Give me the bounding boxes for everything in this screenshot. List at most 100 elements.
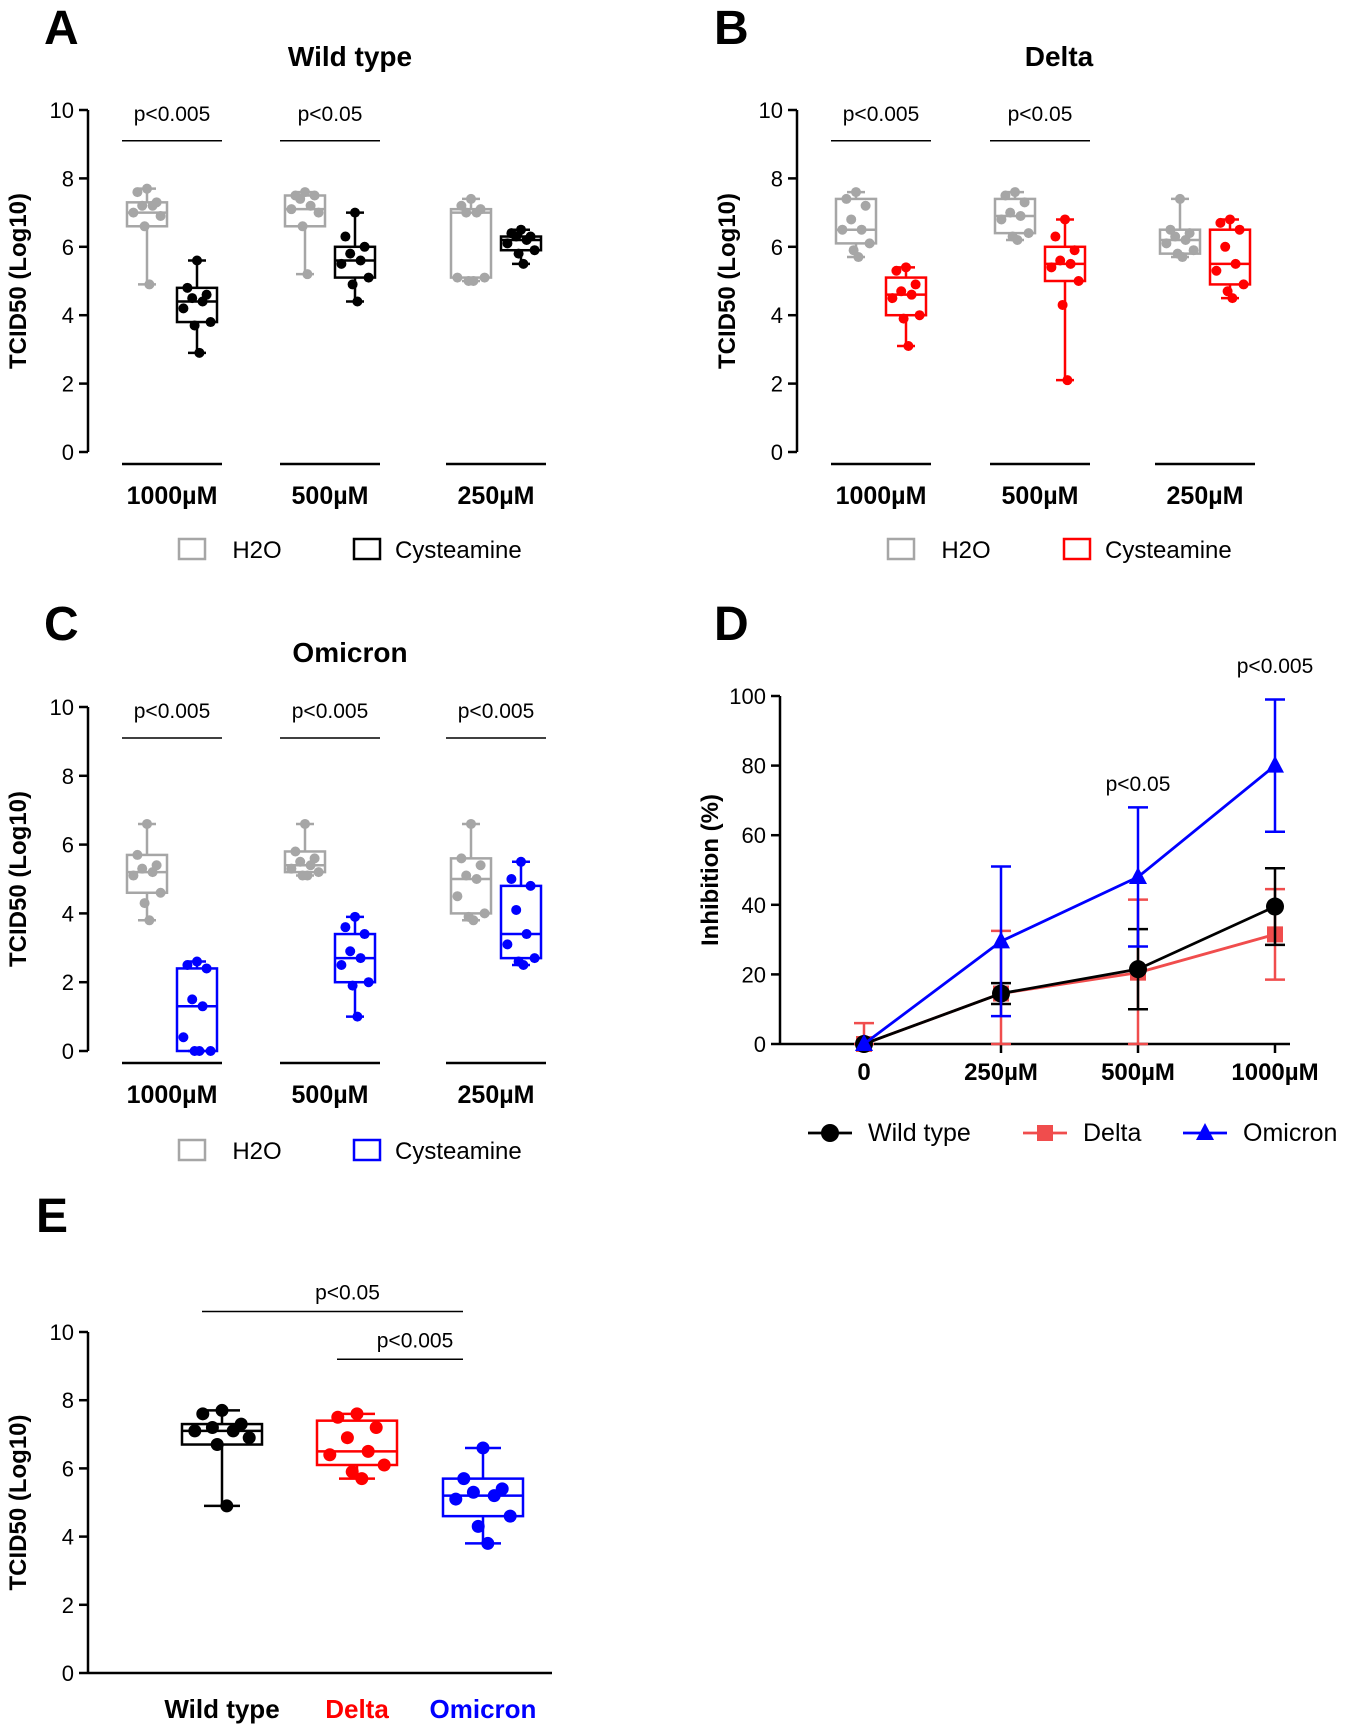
panel-e-y-tick-label: 8 (62, 1388, 74, 1413)
panel-b-x-tick-label: 500µM (1002, 482, 1079, 510)
panel-e-data-point (220, 1499, 234, 1513)
panel-a-data-point (521, 234, 532, 245)
panel-b-data-point (1010, 187, 1020, 198)
panel-d-x-tick-label: 1000µM (1231, 1059, 1318, 1086)
panel-d-y-tick-label: 20 (742, 962, 766, 987)
panel-b: B Delta 0 2 4 6 8 10 TCID50 (Log10) 1000µM 500µM 25… (714, 2, 1255, 564)
panel-e-data-point (471, 1519, 485, 1533)
panel-c-data-point (471, 874, 482, 884)
panel-d-series-line (863, 764, 1276, 1046)
panel-d-significance-label: p<0.05 (1106, 773, 1171, 796)
panel-e-data-point (210, 1438, 224, 1452)
panel-c-y-tick-label: 10 (50, 695, 74, 720)
panel-a-significance-label: p<0.05 (298, 103, 363, 126)
panel-a-data-point (297, 221, 308, 232)
panel-a-data-point (313, 207, 324, 218)
panel-e-x-tick-label: Omicron (430, 1694, 537, 1724)
panel-c-data-point (466, 818, 476, 829)
panel-e-data-point (340, 1431, 354, 1445)
panel-b-data-point (1046, 262, 1057, 273)
panel-b-significance-label: p<0.005 (843, 103, 920, 126)
panel-c-y-axis-label: TCID50 (Log10) (5, 791, 32, 967)
panel-a-data-point (155, 211, 166, 222)
panel-a-legend-label-treated: Cysteamine (395, 537, 522, 564)
panel-a-data-point (461, 207, 472, 218)
panel-a-data-point (355, 255, 366, 266)
panel-c-data-point (144, 915, 155, 926)
panel-b-y-tick-label: 2 (771, 372, 783, 397)
panel-a-data-point (340, 231, 351, 242)
panel-d-y-tick-label: 80 (742, 754, 766, 779)
panel-a-data-point (144, 279, 155, 290)
panel-e-data-point (476, 1441, 490, 1455)
panel-b-data-point (996, 214, 1007, 225)
panel-c-data-point (518, 960, 529, 970)
panel-c-data-point (336, 960, 347, 970)
panel-c-data-point (142, 818, 152, 829)
panel-c-data-point (452, 891, 463, 902)
panel-e-y-tick-label: 2 (62, 1593, 74, 1618)
panel-a-y-tick-label: 2 (62, 372, 74, 397)
panel-a-x-tick-label: 250µM (458, 482, 535, 510)
panel-a-data-point (479, 272, 490, 283)
panel-d-point (992, 931, 1010, 949)
panel-c-data-point (132, 849, 143, 860)
panel-e-letter: E (36, 1190, 68, 1243)
panel-c-data-point (197, 1001, 208, 1012)
panel-d-y-axis-label: Inhibition (%) (697, 794, 724, 946)
panel-b-x-tick-label: 1000µM (836, 482, 927, 510)
panel-e-data-point (449, 1492, 463, 1506)
panel-e-y-tick-label: 4 (62, 1525, 74, 1550)
panel-b-y-tick-label: 10 (759, 98, 783, 123)
panel-c-data-point (205, 1046, 216, 1056)
panel-c-data-point (178, 1032, 189, 1043)
panel-b-data-point (1055, 255, 1066, 266)
panel-d-significance-label: p<0.005 (1237, 655, 1314, 678)
panel-e-data-point (345, 1465, 359, 1479)
panel-b-data-point (837, 224, 848, 235)
panel-d-legend-marker (821, 1124, 839, 1142)
panel-c-data-point (139, 898, 150, 909)
panel-c-data-point (201, 963, 212, 974)
panel-d-x-tick-label: 500µM (1101, 1059, 1175, 1086)
panel-d-y-tick-label: 100 (729, 684, 766, 709)
panel-b-data-point (860, 200, 871, 211)
panel-a-y-axis-label: TCID50 (Log10) (5, 193, 32, 369)
panel-b-data-point (887, 293, 898, 304)
panel-d-legend-marker (1037, 1125, 1053, 1141)
panel-a-data-point (286, 204, 297, 215)
panel-b-significance-label: p<0.05 (1008, 103, 1073, 126)
panel-c-data-point (468, 915, 479, 926)
panel-c-data-point (352, 1011, 363, 1022)
panel-b-data-point (1230, 258, 1241, 269)
panel-a-data-point (192, 255, 202, 266)
panel-b-data-point (1211, 265, 1222, 276)
panel-a-data-point (336, 258, 347, 269)
panel-e-box (441, 1477, 525, 1518)
panel-a-data-point (139, 221, 150, 232)
panel-b-legend-label-control: H2O (941, 537, 990, 564)
panel-b-x-tick-label: 250µM (1167, 482, 1244, 510)
panel-a-data-point (471, 207, 482, 218)
panel-a-data-point (352, 296, 363, 307)
panel-b-data-point (1000, 190, 1011, 201)
panel-b-data-point (856, 224, 867, 235)
panel-b-data-point (1188, 245, 1199, 256)
panel-e-data-point (242, 1431, 256, 1445)
panel-c-y-tick-label: 0 (62, 1039, 74, 1064)
panel-e-data-point (350, 1407, 364, 1421)
panel-b-data-point (1023, 228, 1034, 239)
panel-d-legend-label: Wild type (868, 1119, 971, 1147)
panel-c-x-tick-label: 250µM (458, 1081, 535, 1109)
panel-a-data-point (345, 248, 356, 259)
panel-a-data-point (137, 200, 148, 211)
panel-c-y-tick-label: 4 (62, 901, 74, 926)
panel-c-legend-swatch-treated (352, 1138, 382, 1162)
panel-a-data-point (128, 207, 139, 218)
panel-b-data-point (846, 214, 857, 225)
panel-e-data-point (487, 1489, 501, 1503)
panel-c-data-point (506, 874, 517, 884)
panel-c-significance-label: p<0.005 (292, 700, 369, 723)
panel-a-x-tick-label: 1000µM (127, 482, 218, 510)
